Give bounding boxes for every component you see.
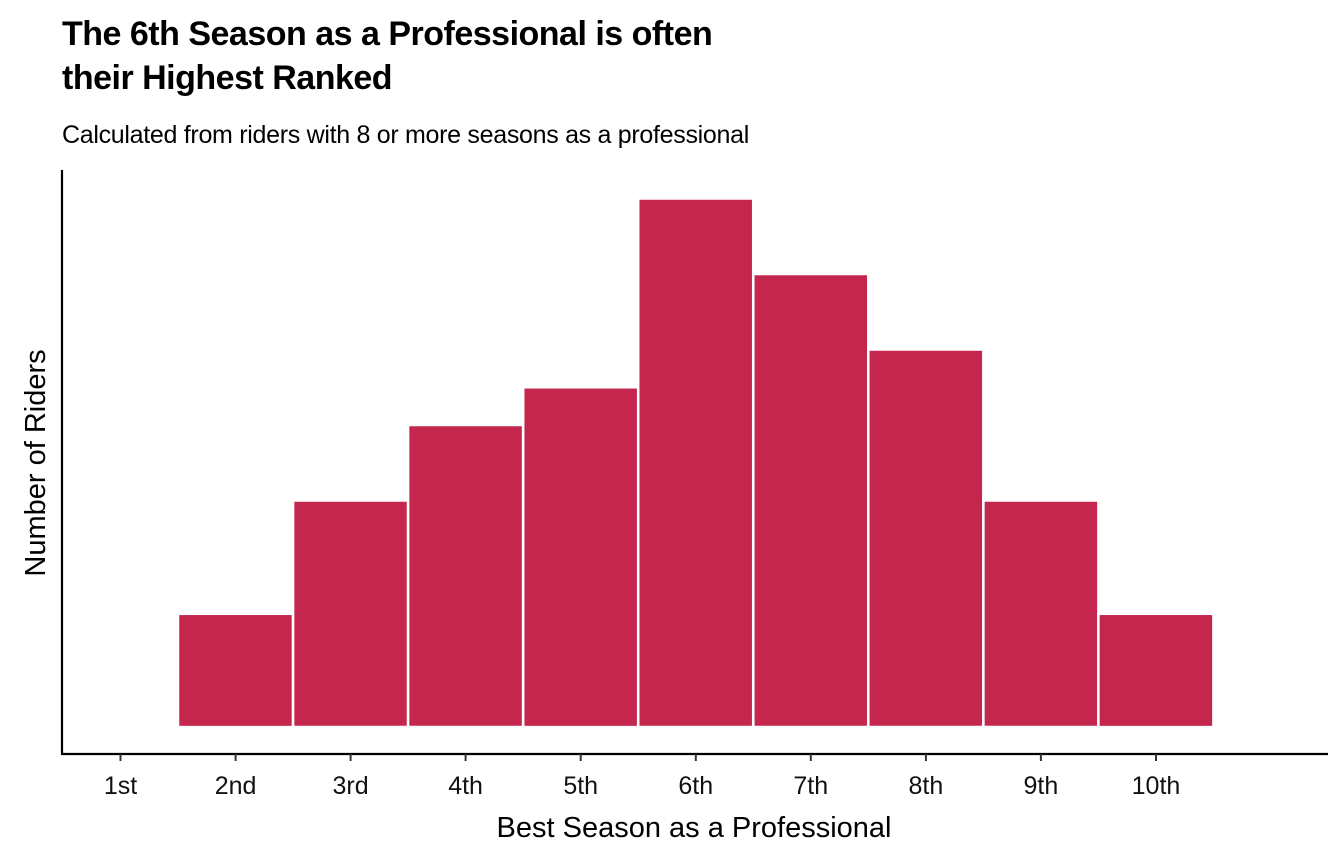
bar-7th xyxy=(752,272,870,729)
x-tick-label-9th: 9th xyxy=(1024,772,1059,800)
x-tick-label-7th: 7th xyxy=(793,772,828,800)
chart-title-line-2: their Highest Ranked xyxy=(62,59,393,97)
x-tick-label-10th: 10th xyxy=(1132,772,1181,800)
chart-title-line-1: The 6th Season as a Professional is ofte… xyxy=(62,15,713,53)
x-tick-label-5th: 5th xyxy=(563,772,598,800)
bar-4th xyxy=(406,423,525,729)
x-ticks-layer: 1st 2nd 3rd 4th 5th 6th 7th 8th 9th 10th xyxy=(104,754,1181,800)
x-tick-label-1st: 1st xyxy=(104,772,137,800)
bar-5th xyxy=(521,386,640,729)
bar-3rd xyxy=(291,499,410,729)
chart-title: The 6th Season as a Professional is ofte… xyxy=(62,12,822,100)
bar-6th xyxy=(636,197,755,729)
bar-2nd xyxy=(176,612,295,729)
x-tick-label-3rd: 3rd xyxy=(333,772,369,800)
x-tick-label-8th: 8th xyxy=(909,772,944,800)
x-tick-label-4th: 4th xyxy=(448,772,483,800)
bar-8th xyxy=(867,348,985,729)
bars-layer xyxy=(176,197,1215,729)
bar-9th xyxy=(982,499,1100,729)
x-tick-label-6th: 6th xyxy=(678,772,713,800)
x-axis-title: Best Season as a Professional xyxy=(497,812,892,844)
y-axis-title: Number of Riders xyxy=(20,349,52,576)
x-tick-label-2nd: 2nd xyxy=(215,772,257,800)
chart-subtitle: Calculated from riders with 8 or more se… xyxy=(62,121,749,149)
bar-10th xyxy=(1097,612,1215,729)
